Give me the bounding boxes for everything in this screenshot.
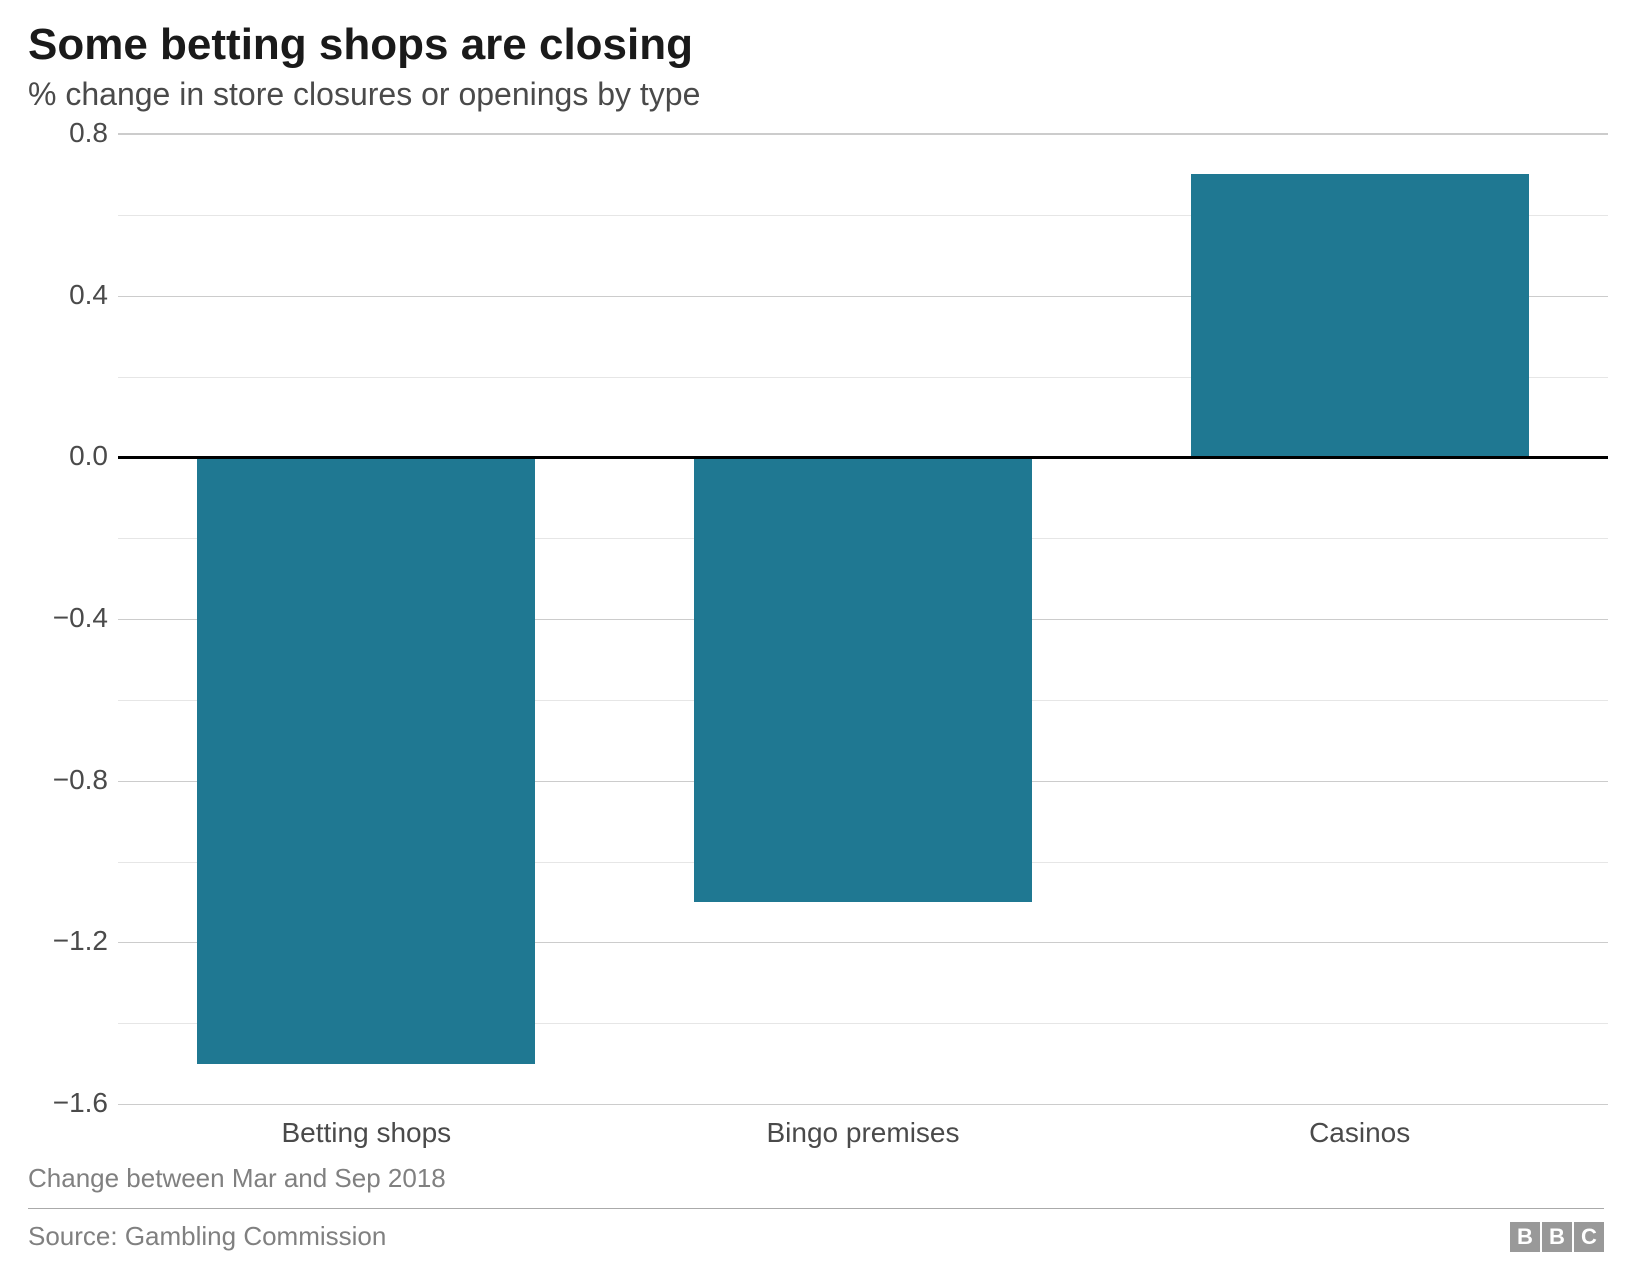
bar — [694, 457, 1032, 902]
y-axis-label: −0.4 — [8, 602, 108, 634]
bar — [197, 457, 535, 1063]
zero-line — [118, 456, 1608, 459]
chart-footer: Change between Mar and Sep 2018 Source: … — [28, 1163, 1604, 1252]
x-axis-label: Casinos — [1309, 1117, 1410, 1149]
source-row: Source: Gambling Commission BBC — [28, 1208, 1604, 1252]
chart-subtitle: % change in store closures or openings b… — [28, 76, 1604, 113]
logo-letter: B — [1542, 1222, 1572, 1252]
y-axis-label: 0.0 — [8, 440, 108, 472]
y-axis-label: −1.2 — [8, 925, 108, 957]
gridline-major — [118, 1104, 1608, 1105]
gridline-major — [118, 134, 1608, 135]
bbc-logo: BBC — [1510, 1222, 1604, 1252]
x-axis-label: Bingo premises — [767, 1117, 960, 1149]
y-axis-label: −1.6 — [8, 1087, 108, 1119]
bar — [1191, 174, 1529, 457]
y-axis-label: 0.8 — [8, 117, 108, 149]
plot-region — [118, 133, 1608, 1103]
x-axis-label: Betting shops — [281, 1117, 451, 1149]
y-axis-label: −0.8 — [8, 764, 108, 796]
source-text: Source: Gambling Commission — [28, 1221, 386, 1252]
chart-title: Some betting shops are closing — [28, 20, 1604, 70]
y-axis-label: 0.4 — [8, 279, 108, 311]
chart-note: Change between Mar and Sep 2018 — [28, 1163, 1604, 1194]
chart-container: Some betting shops are closing % change … — [0, 0, 1632, 1272]
chart-area: −1.6−1.2−0.8−0.40.00.40.8 Betting shopsB… — [28, 133, 1608, 1138]
logo-letter: C — [1574, 1222, 1604, 1252]
logo-letter: B — [1510, 1222, 1540, 1252]
